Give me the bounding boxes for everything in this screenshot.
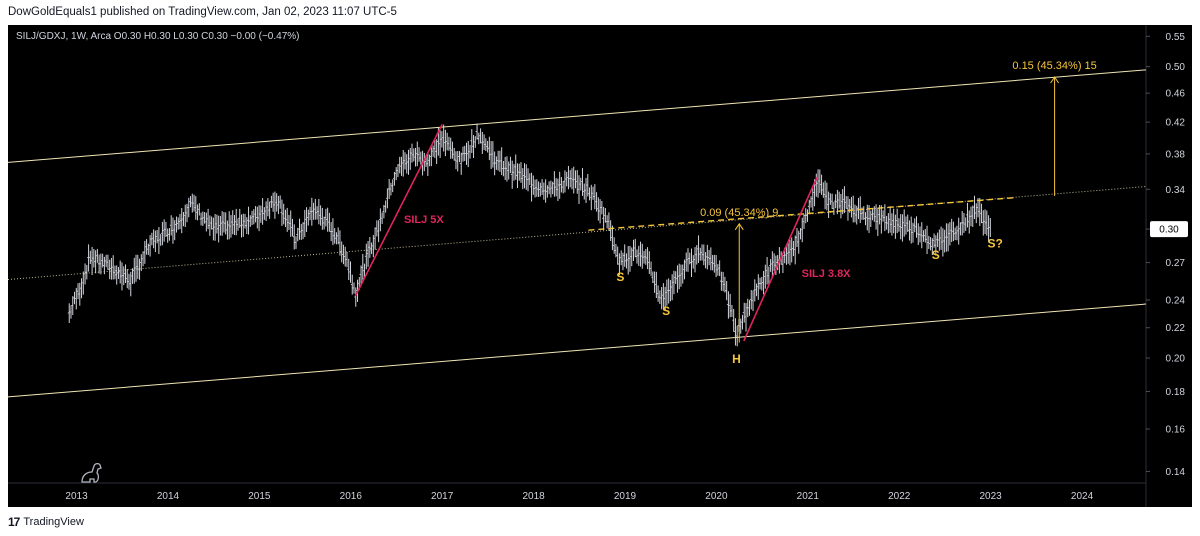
channel-lines [7,69,1147,398]
y-tick-label: 0.55 [1166,32,1186,43]
x-tick-label: 2015 [248,491,271,502]
measure-arrow-2 [1050,76,1060,84]
impulse-label: SILJ 5X [404,214,444,226]
x-tick-label: 2017 [431,491,454,502]
y-tick-label: 0.34 [1166,185,1186,196]
time-axis[interactable]: 2013 2014 2015 2016 2017 2018 2019 2020 2021 2022… [65,491,1093,502]
y-tick-label: 0.38 [1166,149,1186,160]
x-tick-label: 2013 [65,491,88,502]
pattern-label: S [616,270,624,284]
x-tick-label: 2014 [157,491,180,502]
y-tick-label: 0.22 [1166,323,1186,334]
x-tick-label: 2018 [522,491,545,502]
impulse-label: SILJ 3.8X [802,268,852,280]
x-tick-label: 2021 [797,491,820,502]
price-bars [67,123,991,347]
channel-upper-line [7,69,1147,163]
measure-label-1: 0.09 (45.34%) 9 [700,207,778,219]
pattern-label: S? [988,237,1003,251]
tradingview-logo: 17 [8,515,20,529]
y-tick-label: 0.14 [1166,467,1186,478]
pattern-label: H [732,352,741,366]
annotations: 0.09 (45.34%) 9 0.15 (45.34%) 15 SILJ 5X SI… [404,60,1097,366]
y-tick-label: 0.18 [1166,387,1186,398]
dinosaur-icon [81,462,102,483]
silj-3.8x-line [743,177,818,342]
publish-header-text: DowGoldEquals1 published on TradingView.… [8,6,397,18]
last-price-badge [1150,221,1188,238]
silj-5x-line [354,124,443,297]
pattern-label: S [662,304,670,318]
symbol-info: SILJ/GDXJ, 1W, Arca O0.30 H0.30 L0.30 C0… [16,31,300,42]
drawing-lines [354,76,1060,343]
last-price-label: 0.30 [1159,225,1179,236]
chart-pane [8,25,1192,507]
channel-mid-line [7,186,1147,281]
footer: 17 TradingView [8,515,84,529]
measure-arrow-1 [734,222,744,231]
x-tick-label: 2022 [888,491,911,502]
channel-lower-line [7,303,1147,398]
publish-header: DowGoldEquals1 published on TradingView.… [8,6,397,18]
price-chart[interactable]: 0.55 0.50 0.46 0.42 0.38 0.34 0.30 0.27 0.24 0.22… [0,0,1200,510]
price-axis[interactable]: 0.55 0.50 0.46 0.42 0.38 0.34 0.30 0.27 0.24 0.22… [1146,32,1188,478]
x-tick-label: 2019 [614,491,637,502]
pattern-label: S [932,248,940,262]
y-tick-label: 0.16 [1166,424,1186,435]
x-tick-label: 2016 [340,491,363,502]
y-tick-label: 0.42 [1166,118,1186,129]
y-tick-label: 0.27 [1166,258,1186,269]
measure-label-2: 0.15 (45.34%) 15 [1012,60,1096,72]
x-tick-label: 2024 [1071,491,1094,502]
x-tick-label: 2023 [979,491,1002,502]
tradingview-brand: TradingView [23,516,84,528]
y-tick-label: 0.46 [1166,89,1186,100]
x-tick-label: 2020 [705,491,728,502]
y-tick-label: 0.20 [1166,354,1186,365]
y-tick-label: 0.50 [1166,62,1186,73]
y-tick-label: 0.24 [1166,296,1186,307]
